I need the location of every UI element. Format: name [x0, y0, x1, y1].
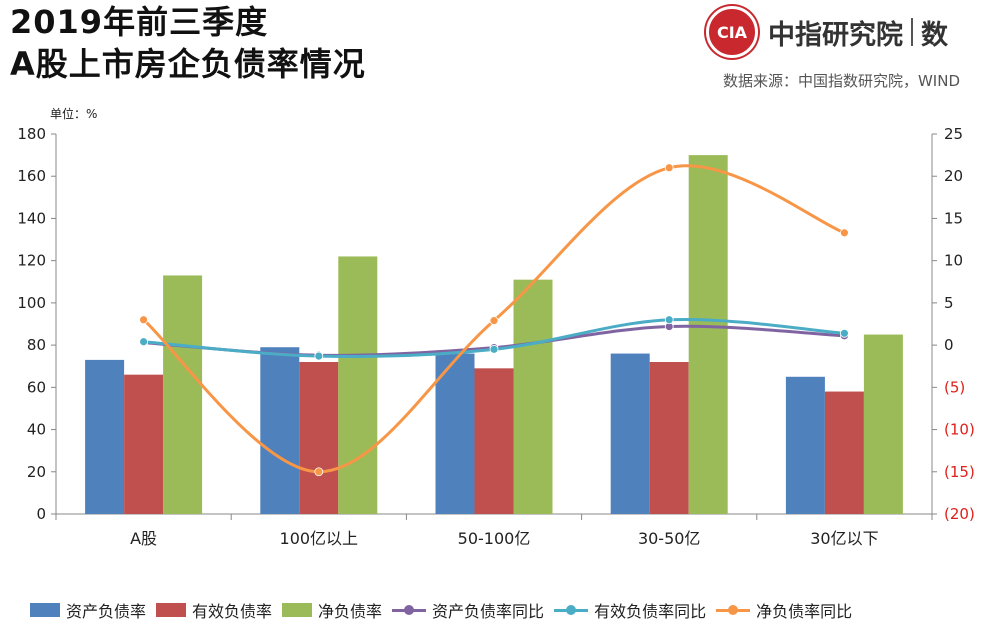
- right-tick-label: (15): [944, 463, 975, 481]
- brand-sub: 数: [921, 19, 948, 51]
- brand-logo-icon: CIA: [706, 6, 758, 58]
- bar-净负债率: [513, 279, 553, 514]
- bar-净负债率: [338, 256, 378, 514]
- unit-label: 单位：%: [50, 106, 97, 121]
- right-tick-label: 0: [944, 336, 954, 354]
- bar-资产负债率: [435, 353, 475, 514]
- legend-label: 净负债率同比: [756, 602, 853, 621]
- legend-swatch: [392, 603, 427, 617]
- bar-净负债率: [688, 155, 728, 514]
- brand-name: 中指研究院: [768, 19, 903, 51]
- point-有效负债率同比: [139, 337, 149, 347]
- left-tick-label: 60: [27, 378, 46, 396]
- bar-资产负债率: [260, 347, 300, 514]
- right-tick-label: 15: [944, 209, 963, 227]
- legend-item: 净负债率: [282, 598, 382, 622]
- legend-swatch: [716, 603, 751, 617]
- bar-资产负债率: [610, 353, 650, 514]
- point-有效负债率同比: [664, 315, 674, 325]
- right-tick-label: 20: [944, 167, 963, 185]
- left-tick-label: 40: [27, 421, 46, 439]
- legend-item: 有效负债率: [156, 598, 272, 622]
- right-tick-label: 25: [944, 125, 963, 143]
- legend-item: 资产负债率: [30, 598, 146, 622]
- legend-label: 有效负债率同比: [594, 602, 707, 621]
- right-tick-label: (10): [944, 421, 975, 439]
- title-line-2: A股上市房企负债率情况: [10, 45, 366, 83]
- right-tick-label: 10: [944, 252, 963, 270]
- left-tick-label: 140: [17, 209, 46, 227]
- legend: 资产负债率 有效负债率 净负债率 资产负债率同比 有效负债率同比 净负债率同比: [30, 598, 862, 622]
- point-净负债率同比: [489, 316, 499, 326]
- right-tick-label: (20): [944, 505, 975, 523]
- right-tick-label: 5: [944, 294, 954, 312]
- left-tick-label: 80: [27, 336, 46, 354]
- title-line-1: 2019年前三季度: [10, 3, 269, 41]
- legend-label: 有效负债率: [192, 602, 273, 621]
- left-tick-label: 0: [36, 505, 46, 523]
- brand: CIA 中指研究院 数: [706, 6, 948, 58]
- bar-净负债率: [163, 275, 203, 514]
- left-tick-label: 20: [27, 463, 46, 481]
- legend-swatch: [156, 603, 187, 617]
- legend-item: 净负债率同比: [716, 598, 852, 622]
- bar-净负债率: [863, 334, 903, 514]
- data-source: 数据来源：中国指数研究院，WIND: [722, 72, 960, 90]
- legend-label: 资产负债率: [66, 602, 147, 621]
- left-tick-label: 100: [17, 294, 46, 312]
- point-净负债率同比: [139, 315, 149, 325]
- legend-item: 有效负债率同比: [554, 598, 706, 622]
- legend-item: 资产负债率同比: [392, 598, 544, 622]
- x-tick-label: 50-100亿: [458, 529, 531, 548]
- point-净负债率同比: [840, 228, 849, 238]
- brand-divider: [911, 18, 913, 46]
- point-有效负债率同比: [840, 328, 849, 338]
- bar-资产负债率: [85, 359, 125, 514]
- bar-有效负债率: [474, 368, 514, 514]
- legend-label: 净负债率: [318, 602, 383, 621]
- point-净负债率同比: [314, 467, 324, 477]
- x-tick-label: 30-50亿: [638, 529, 701, 548]
- left-tick-label: 120: [17, 252, 46, 270]
- x-tick-label: A股: [130, 529, 157, 548]
- left-tick-label: 160: [17, 167, 46, 185]
- bar-有效负债率: [649, 362, 689, 514]
- bar-有效负债率: [124, 374, 164, 514]
- x-tick-label: 100亿以上: [280, 529, 359, 548]
- legend-swatch: [554, 603, 589, 617]
- bar-有效负债率: [299, 362, 339, 514]
- right-tick-label: (5): [944, 378, 965, 396]
- point-有效负债率同比: [489, 344, 499, 354]
- left-tick-label: 180: [17, 125, 46, 143]
- legend-swatch: [282, 603, 313, 617]
- legend-swatch: [30, 603, 60, 617]
- point-有效负债率同比: [314, 351, 324, 361]
- bar-有效负债率: [824, 391, 864, 514]
- bar-资产负债率: [785, 376, 825, 514]
- point-净负债率同比: [664, 163, 674, 173]
- legend-label: 资产负债率同比: [432, 602, 545, 621]
- x-tick-label: 30亿以下: [810, 529, 878, 548]
